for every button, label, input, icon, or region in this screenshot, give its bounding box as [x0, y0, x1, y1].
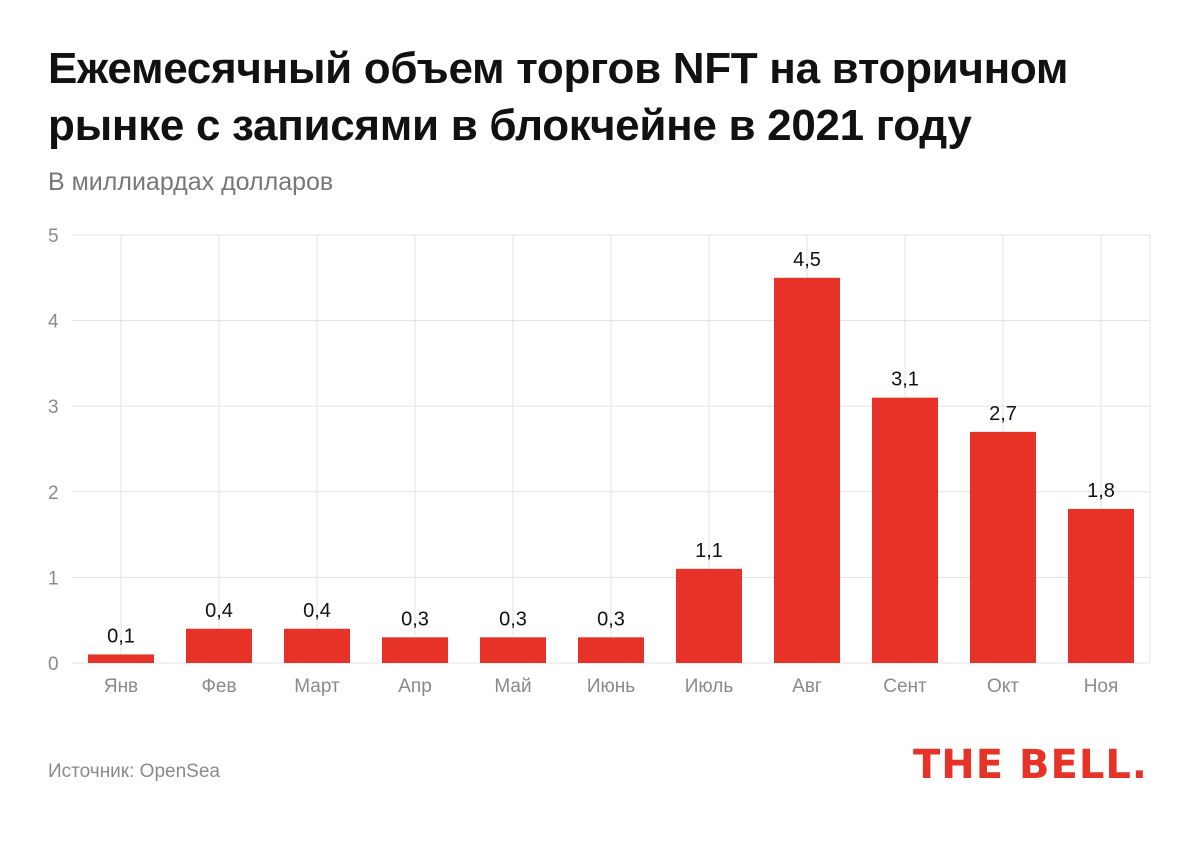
- bar: [284, 628, 350, 663]
- y-tick-label: 1: [48, 568, 59, 589]
- x-tick-label: Май: [494, 676, 531, 697]
- bar: [676, 568, 742, 663]
- x-tick-label: Ноя: [1084, 676, 1119, 697]
- bar: [88, 654, 154, 663]
- bar-value-label: 1,8: [1087, 480, 1115, 502]
- bar: [1068, 508, 1134, 663]
- bar-value-label: 3,1: [891, 369, 919, 391]
- bar: [970, 431, 1036, 663]
- bar: [578, 637, 644, 663]
- x-tick-label: Сент: [883, 676, 927, 697]
- x-tick-label: Март: [294, 676, 340, 697]
- x-tick-label: Июль: [685, 676, 734, 697]
- brand-logo: THE BELL.: [913, 742, 1148, 788]
- x-tick-label: Апр: [398, 676, 432, 697]
- x-tick-label: Фев: [201, 676, 236, 697]
- y-tick-label: 2: [48, 483, 59, 504]
- x-tick-label: Авг: [792, 676, 822, 697]
- bar: [872, 397, 938, 663]
- bar-value-label: 0,3: [499, 608, 527, 630]
- bar-value-label: 0,4: [205, 600, 233, 622]
- y-tick-label: 4: [48, 312, 59, 333]
- bar: [480, 637, 546, 663]
- x-tick-label: Окт: [987, 676, 1019, 697]
- bar-value-label: 0,1: [107, 625, 135, 647]
- bar-value-label: 2,7: [989, 403, 1017, 425]
- source-note: Источник: OpenSea: [48, 761, 220, 782]
- bar-value-label: 4,5: [793, 249, 821, 271]
- bar: [186, 628, 252, 663]
- chart-subtitle: В миллиардах долларов: [48, 168, 334, 196]
- bar-value-label: 0,4: [303, 600, 331, 622]
- y-tick-label: 0: [48, 654, 59, 675]
- bar-value-label: 0,3: [597, 608, 625, 630]
- chart-title: Ежемесячный объем торгов NFT на вторично…: [48, 44, 1069, 150]
- x-tick-label: Янв: [104, 676, 138, 697]
- y-tick-label: 5: [48, 226, 59, 247]
- bar-value-label: 1,1: [695, 540, 723, 562]
- bar-value-label: 0,3: [401, 608, 429, 630]
- bar: [774, 277, 840, 663]
- y-tick-label: 3: [48, 397, 59, 418]
- bar: [382, 637, 448, 663]
- x-tick-label: Июнь: [587, 676, 635, 697]
